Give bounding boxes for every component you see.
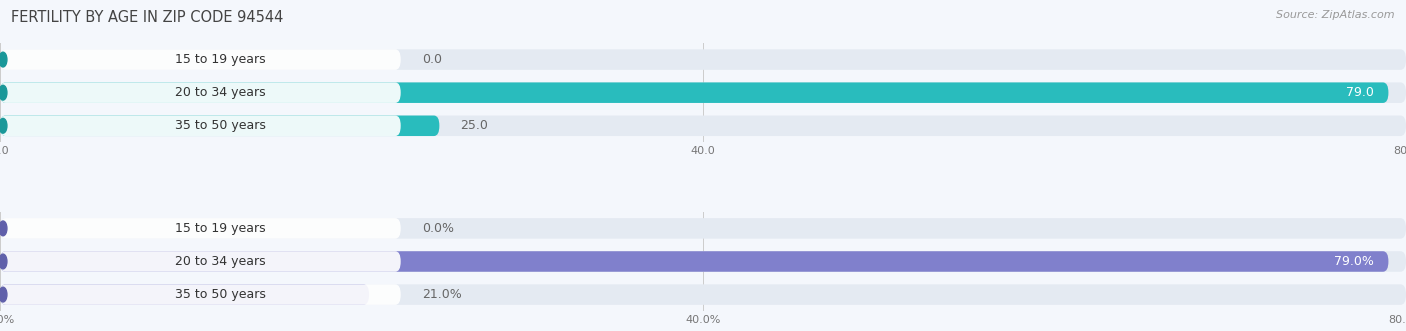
Circle shape [0,118,7,133]
FancyBboxPatch shape [0,82,1406,103]
FancyBboxPatch shape [0,116,1406,136]
Text: 20 to 34 years: 20 to 34 years [176,255,266,268]
FancyBboxPatch shape [0,284,368,305]
Text: 21.0%: 21.0% [422,288,461,301]
FancyBboxPatch shape [0,116,439,136]
FancyBboxPatch shape [0,284,401,305]
FancyBboxPatch shape [0,284,1406,305]
FancyBboxPatch shape [0,49,1406,70]
Circle shape [0,85,7,100]
Text: 25.0: 25.0 [461,119,488,132]
Text: 35 to 50 years: 35 to 50 years [174,288,266,301]
FancyBboxPatch shape [0,49,401,70]
Text: 15 to 19 years: 15 to 19 years [176,53,266,66]
FancyBboxPatch shape [0,251,401,272]
Text: 0.0: 0.0 [422,53,441,66]
FancyBboxPatch shape [0,251,1389,272]
FancyBboxPatch shape [0,82,401,103]
Circle shape [0,287,7,302]
Text: Source: ZipAtlas.com: Source: ZipAtlas.com [1277,10,1395,20]
Text: 79.0: 79.0 [1347,86,1375,99]
Circle shape [0,52,7,67]
FancyBboxPatch shape [0,251,1406,272]
FancyBboxPatch shape [0,218,401,239]
Text: 79.0%: 79.0% [1334,255,1375,268]
Text: 35 to 50 years: 35 to 50 years [174,119,266,132]
FancyBboxPatch shape [0,116,401,136]
Text: FERTILITY BY AGE IN ZIP CODE 94544: FERTILITY BY AGE IN ZIP CODE 94544 [11,10,284,25]
FancyBboxPatch shape [0,218,1406,239]
Text: 0.0%: 0.0% [422,222,454,235]
Circle shape [0,254,7,269]
Text: 20 to 34 years: 20 to 34 years [176,86,266,99]
FancyBboxPatch shape [0,82,1389,103]
Circle shape [0,221,7,236]
Text: 15 to 19 years: 15 to 19 years [176,222,266,235]
